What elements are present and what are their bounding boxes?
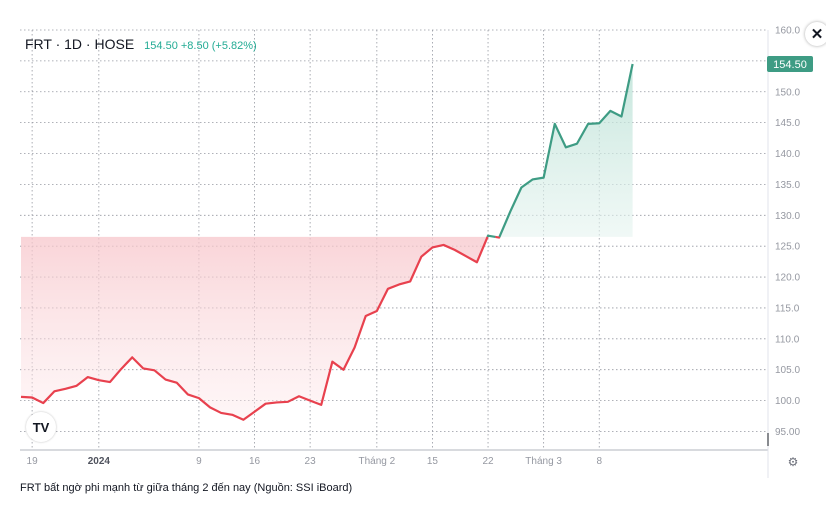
x-tick-label: 2024 [88,456,111,467]
y-tick-label: 130.0 [775,211,800,222]
line-segment-up [498,63,634,238]
quote-label: 154.50 +8.50 (+5.82%) [144,40,257,52]
area-fill-down [21,236,488,420]
chart-legend: FRT · 1D · HOSE 154.50 +8.50 (+5.82%) [25,36,257,52]
price-chart[interactable]: 95.00 100.0 105.0 110.0 115.0 120.0 125.0 130.0… [0,0,826,478]
price-line [20,63,634,421]
last-price-label: 154.50 [773,59,807,71]
x-tick-label: 8 [596,456,602,467]
x-tick-label: Tháng 2 [358,456,395,467]
y-tick-label: 100.0 [775,396,800,407]
y-tick-label: 145.0 [775,118,800,129]
y-tick-label: 135.0 [775,180,800,191]
line-segment-up [486,234,496,238]
x-tick-label: Tháng 3 [525,456,562,467]
x-tick-label: 22 [482,456,494,467]
x-tick-label: 15 [427,456,439,467]
line-segment-down [20,236,489,421]
x-tick-label: 19 [27,456,39,467]
line-segment-down [495,235,501,239]
y-tick-label: 120.0 [775,273,800,284]
y-tick-label: 105.0 [775,365,800,376]
close-icon[interactable]: ✕ [805,22,826,46]
y-tick-label: 125.0 [775,242,800,253]
y-tick-label: 150.0 [775,87,800,98]
x-tick-label: 23 [305,456,317,467]
last-price-badge [767,55,813,72]
y-tick-label: 95.00 [775,427,800,438]
settings-icon[interactable]: ⚙ [787,455,799,469]
x-tick-label: 16 [249,456,261,467]
tradingview-logo: TV [26,412,56,442]
price-badge: 154.50 [767,55,813,72]
x-tick-label: 9 [196,456,202,467]
area-fill-up [499,63,633,237]
y-tick-label: 140.0 [775,149,800,160]
y-tick-label: 115.0 [775,303,800,314]
symbol-label: FRT · 1D · HOSE [25,36,135,52]
y-tick-label: 110.0 [775,334,800,345]
area-fill [21,63,633,420]
y-tick-label: 160.0 [775,26,800,37]
chart-caption: FRT bất ngờ phi mạnh từ giữa tháng 2 đến… [20,482,353,494]
